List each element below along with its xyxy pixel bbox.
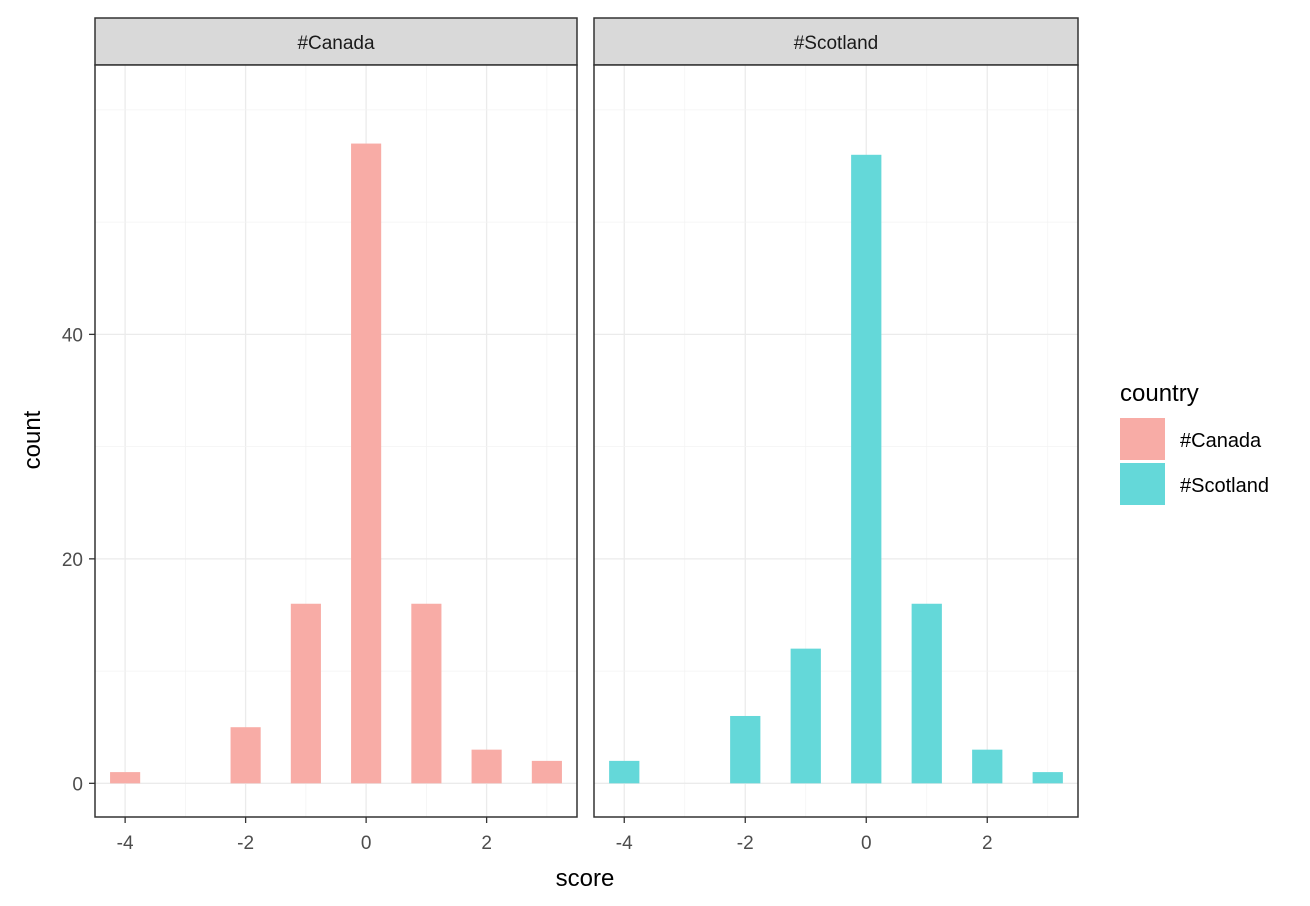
facet-panels: #Canada -4 -2 0 2 #Scotland -4 -2 0 2	[94, 17, 1079, 854]
bar	[230, 727, 261, 784]
y-tick-label: 20	[62, 550, 83, 571]
x-tick-label: -2	[237, 833, 254, 854]
legend-label: #Scotland	[1180, 475, 1269, 497]
bar	[730, 715, 761, 784]
x-tick-label: -4	[616, 833, 633, 854]
y-axis: 0 20 40	[62, 325, 95, 795]
panel-background	[95, 65, 577, 817]
facet-strip-label: #Canada	[297, 33, 375, 54]
facet-panel: #Canada -4 -2 0 2	[94, 17, 578, 854]
x-tick-label: -2	[737, 833, 754, 854]
panel-background	[594, 65, 1078, 817]
bar	[851, 154, 882, 784]
bar	[790, 648, 821, 784]
facet-strip	[94, 17, 578, 66]
facet-strip-label: #Scotland	[794, 33, 879, 54]
bar	[911, 603, 942, 784]
bar	[110, 772, 141, 784]
bar	[972, 749, 1003, 784]
bar	[471, 749, 502, 784]
legend: country #Canada #Scotland	[1120, 380, 1269, 505]
x-tick-label: -4	[117, 833, 134, 854]
legend-title: country	[1120, 380, 1199, 407]
y-tick-label: 0	[72, 774, 83, 795]
x-tick-label: 2	[982, 833, 993, 854]
panel-border	[593, 64, 1079, 818]
legend-key	[1120, 463, 1165, 505]
x-tick-label: 0	[361, 833, 372, 854]
x-tick-label: 0	[861, 833, 872, 854]
x-tick-label: 2	[481, 833, 492, 854]
bar	[290, 603, 321, 784]
panel-border	[94, 64, 578, 818]
facet-panel: #Scotland -4 -2 0 2	[593, 17, 1079, 854]
bar	[351, 143, 382, 784]
bar	[531, 760, 562, 784]
y-axis-title: count	[19, 410, 46, 469]
bar	[411, 603, 442, 784]
y-tick-label: 40	[62, 325, 83, 346]
x-axis-title: score	[556, 865, 615, 892]
bar	[609, 760, 640, 784]
bar	[1032, 772, 1063, 784]
legend-label: #Canada	[1180, 430, 1262, 452]
legend-key	[1120, 418, 1165, 460]
